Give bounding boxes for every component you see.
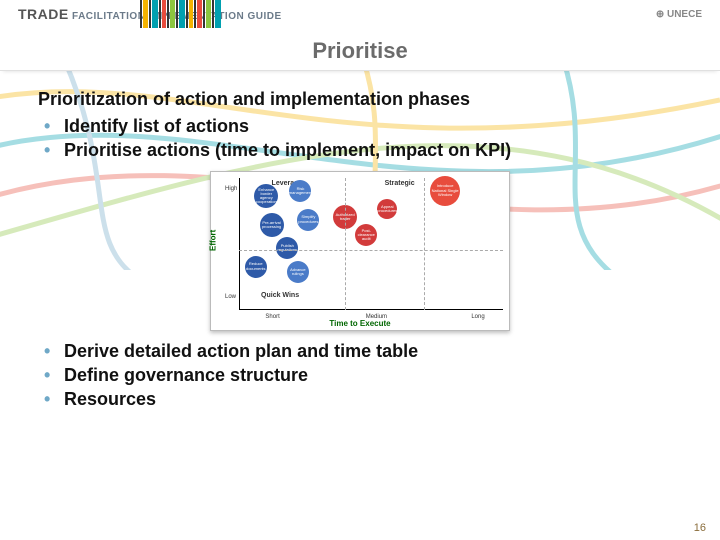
bullet-item: Define governance structure	[64, 363, 682, 387]
bullets-top: Identify list of actionsPrioritise actio…	[38, 114, 682, 163]
bullets-bottom: Derive detailed action plan and time tab…	[38, 339, 682, 412]
content-area: Prioritization of action and implementat…	[0, 71, 720, 411]
quadrant-label: Quick Wins	[261, 292, 299, 299]
chart-plot-area: LeverageStrategicQuick WinsEnhance borde…	[239, 178, 503, 310]
quadrant-label: Strategic	[385, 180, 415, 187]
quadrant-chart: Effort Time to Execute LeverageStrategic…	[210, 171, 510, 331]
header-bar: TRADE FACILITATION IMPLEMENTATION GUIDE …	[0, 0, 720, 28]
x-axis-label: Time to Execute	[329, 319, 390, 328]
chart-bubble: Post-clearance audit	[355, 224, 377, 246]
page-number: 16	[694, 522, 706, 534]
bullet-item: Resources	[64, 387, 682, 411]
chart-bubble: Enhance border agency cooperation	[254, 184, 278, 208]
chart-bubble: Simplify procedures	[297, 209, 319, 231]
logo-left-main: TRADE	[18, 6, 69, 22]
bullet-item: Derive detailed action plan and time tab…	[64, 339, 682, 363]
chart-bubble: Publish regulations	[276, 237, 298, 259]
bullet-item: Identify list of actions	[64, 114, 682, 138]
chart-bubble: Risk management	[289, 180, 311, 202]
chart-bubble: Introduce National Single Window	[430, 176, 460, 206]
chart-bubble: Pre-arrival processing	[260, 213, 284, 237]
unece-icon: ⊕	[656, 9, 667, 20]
chart-bubble: Reduce documents	[245, 256, 267, 278]
y-axis-label: Effort	[209, 229, 218, 250]
slide-title: Prioritise	[0, 28, 720, 71]
section-heading: Prioritization of action and implementat…	[38, 89, 682, 110]
chart-bubble: Appeal procedures	[377, 199, 397, 219]
chart-bubble: Advance rulings	[287, 261, 309, 283]
barcode-graphic	[140, 0, 222, 28]
bullet-item: Prioritise actions (time to implement, i…	[64, 138, 682, 162]
logo-right: ⊕ UNECE	[656, 9, 702, 20]
